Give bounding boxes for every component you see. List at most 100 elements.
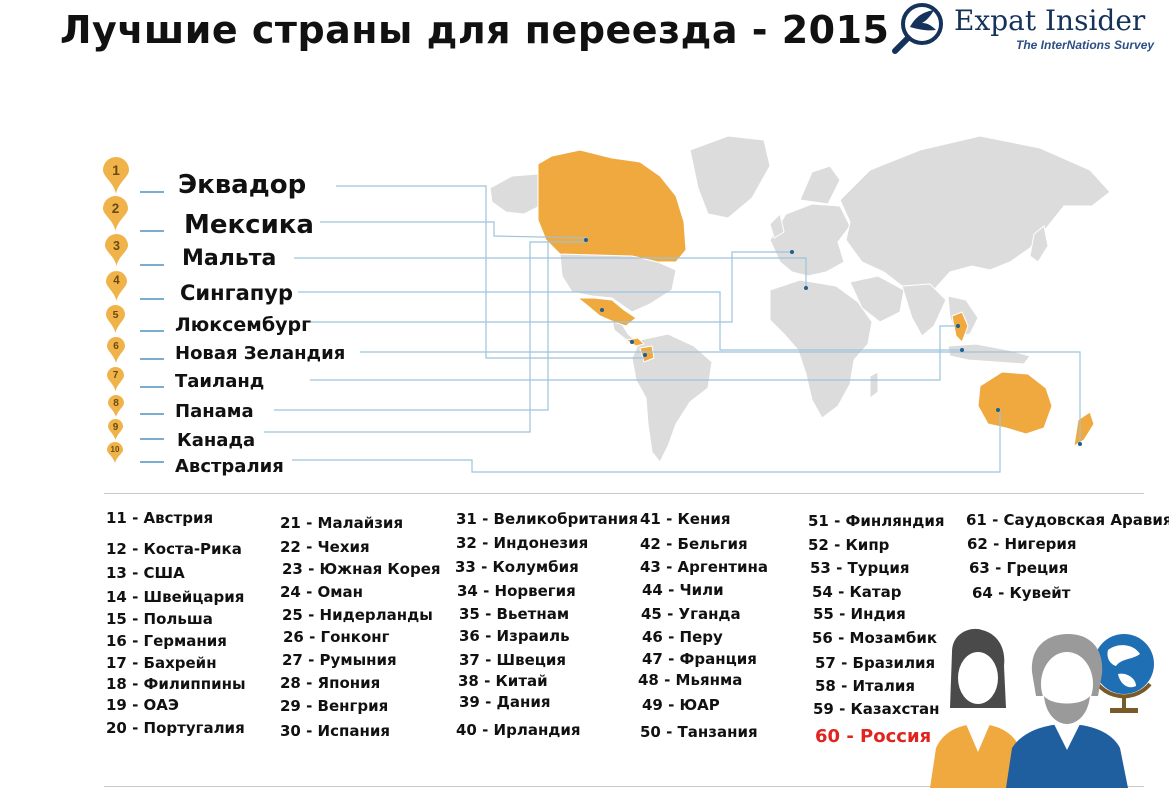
rank-item-32: 32 - Индонезия [456,534,589,552]
rank-item-16: 16 - Германия [106,632,227,650]
rank-item-35: 35 - Вьетнам [459,605,570,623]
woman-icon [930,628,1026,788]
rank-item-39: 39 - Дания [459,693,551,711]
rank-item-50: 50 - Танзания [640,723,758,741]
rank-label-4: Сингапур [180,281,294,305]
rank-item-25: 25 - Нидерланды [282,606,433,624]
rank-item-59: 59 - Казахстан [813,700,940,718]
new-zealand [1073,411,1095,447]
rank-item-58: 58 - Италия [815,677,916,695]
madagascar [869,371,879,399]
rank-item-46: 46 - Перу [642,628,723,646]
rank-label-9: Канада [177,430,256,451]
rank-item-51: 51 - Финляндия [808,512,945,530]
rank-item-42: 42 - Бельгия [640,535,748,553]
rank-dash [140,230,164,232]
rank-pin-2: 2 [102,195,129,231]
rank-item-34: 34 - Норвегия [457,582,576,600]
europe [769,203,851,277]
india [901,283,947,337]
rank-number: 6 [113,340,119,352]
rank-pin-3: 3 [104,233,129,266]
panama [624,337,645,347]
rank-item-52: 52 - Кипр [808,536,890,554]
rank-pin-5: 5 [105,304,126,333]
people-globe-illustration [930,628,1154,788]
map-pin-icon [103,157,129,194]
alaska [489,173,541,215]
rank-item-56: 56 - Мозамбик [812,629,938,647]
rank-item-26: 26 - Гонконг [283,628,390,646]
rank-item-49: 49 - ЮАР [642,696,720,714]
rank-pin-7: 7 [106,366,125,391]
rank-number: 8 [113,398,119,410]
rank-label-1: Эквадор [178,170,307,200]
rank-number: 10 [110,445,120,455]
rank-dash [140,330,164,332]
divider-top [104,493,1144,494]
rank-item-21: 21 - Малайзия [280,514,404,532]
rank-pin-6: 6 [106,336,126,363]
rank-label-2: Мексика [184,210,314,240]
rank-item-23: 23 - Южная Корея [282,560,441,578]
middle-east [849,275,905,323]
rank-item-41: 41 - Кения [640,510,731,528]
asia [839,135,1111,301]
map-pin-icon [105,234,128,266]
country-dots [584,238,1082,446]
rank-item-45: 45 - Уганда [641,605,741,623]
rank-label-8: Панама [175,401,254,422]
rank-item-53: 53 - Турция [810,559,910,577]
highlighted-countries [537,149,1095,447]
map-pin-icon [106,305,125,333]
divider-bottom [104,786,1144,787]
rank-item-37: 37 - Швеция [459,651,566,669]
rank-pin-4: 4 [105,270,128,301]
rank-dash [140,264,164,266]
map-pin-icon [103,195,128,231]
map-pin-icon [107,367,124,391]
rank-item-36: 36 - Израиль [459,627,570,645]
rank-item-13: 13 - США [106,564,185,582]
rank-item-38: 38 - Китай [458,672,548,690]
rank-item-62: 62 - Нигерия [967,535,1077,553]
canada [537,149,687,263]
rank-item-22: 22 - Чехия [280,538,370,556]
rank-number: 2 [111,201,120,217]
australia [977,371,1053,435]
rank-item-24: 24 - Оман [280,583,364,601]
rank-dash [140,386,164,388]
greenland [689,135,771,219]
rank-number: 1 [112,162,120,179]
rank-number: 3 [113,238,120,253]
rank-dash [140,438,164,440]
rank-item-27: 27 - Румыния [282,651,397,669]
rank-item-20: 20 - Португалия [106,719,245,737]
south-america [631,333,713,463]
rank-label-3: Мальта [182,246,277,271]
rank-dash [140,413,164,415]
rank-item-29: 29 - Венгрия [280,697,389,715]
rank-item-28: 28 - Япония [280,674,381,692]
rank-pin-9: 9 [107,418,124,440]
rank-item-48: 48 - Мьянма [638,671,743,689]
indonesia [947,343,1031,365]
man-icon [1006,634,1128,788]
rank-label-6: Новая Зеландия [175,343,346,364]
rank-item-47: 47 - Франция [642,650,757,668]
rank-item-18: 18 - Филиппины [106,675,246,693]
rank-item-60: 60 - Россия [815,726,932,747]
rank-item-63: 63 - Греция [969,559,1069,577]
usa [559,253,677,313]
rank-item-33: 33 - Колумбия [455,558,579,576]
map-pin-icon [107,442,123,463]
rank-pin-8: 8 [107,394,125,417]
rank-number: 4 [113,275,120,288]
map-pin-icon [106,271,127,301]
rank-number: 5 [112,308,119,321]
rank-number: 7 [112,370,119,382]
rank-item-43: 43 - Аргентина [640,558,768,576]
rank-pin-10: 10 [106,441,124,463]
